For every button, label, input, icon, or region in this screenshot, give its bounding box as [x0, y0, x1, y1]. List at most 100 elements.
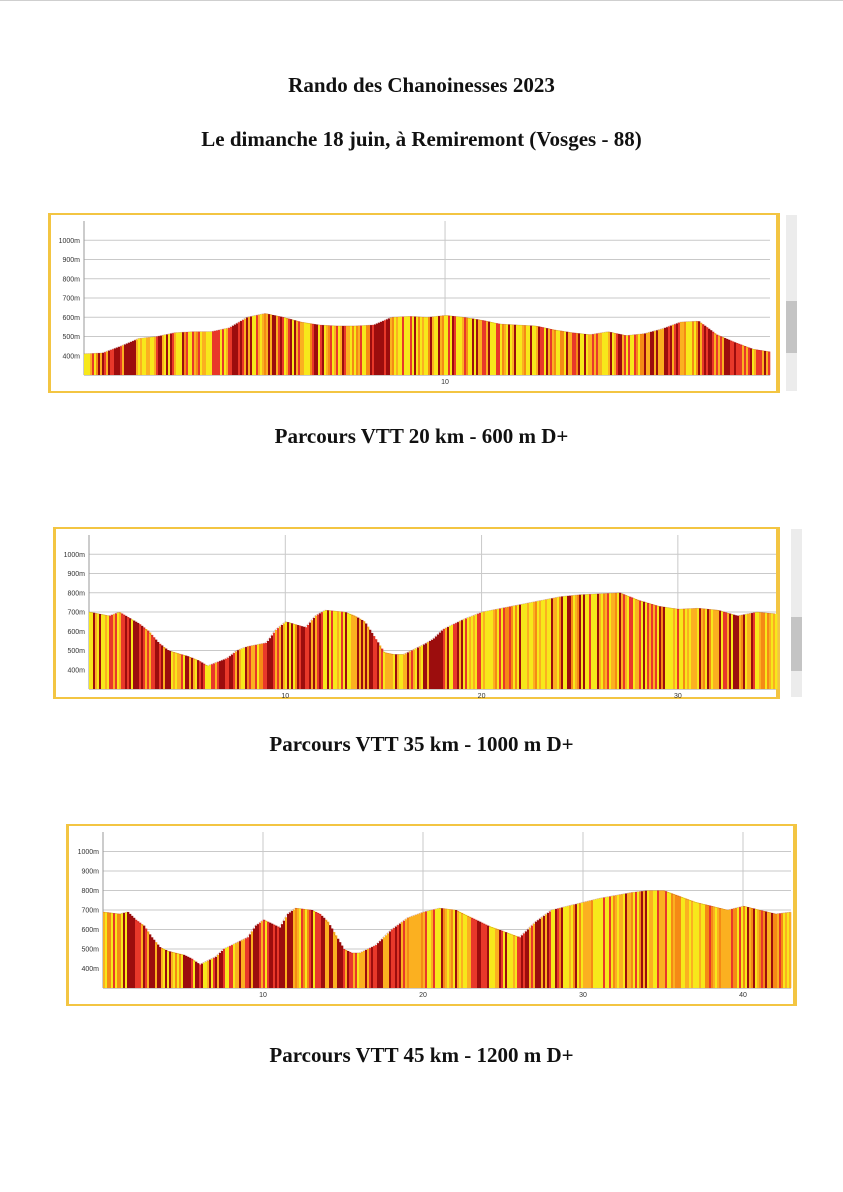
elevation-bar: [554, 329, 557, 375]
elevation-chart-20km: 400m 500m 600m 700m 800m 900m 1000m 10: [48, 213, 780, 393]
elevation-bar: [323, 917, 326, 988]
chart-35km-scrollbar[interactable]: [791, 529, 802, 697]
elevation-bar: [297, 908, 300, 988]
elevation-bar: [443, 628, 446, 689]
elevation-bar: [261, 921, 264, 988]
elevation-bar: [636, 334, 639, 375]
elevation-bar: [212, 331, 215, 375]
elevation-bar: [270, 314, 273, 375]
chart-20km-scrollbar[interactable]: [786, 215, 797, 391]
elevation-bar: [527, 603, 530, 689]
elevation-bar: [341, 611, 344, 689]
elevation-bar: [481, 612, 484, 689]
elevation-bar: [143, 627, 146, 689]
elevation-bar: [523, 933, 526, 988]
elevation-bar: [397, 654, 400, 689]
elevation-bar: [218, 330, 221, 375]
elevation-bar: [161, 948, 164, 988]
elevation-bar: [444, 315, 447, 375]
elevation-bar: [285, 917, 288, 988]
elevation-bar: [618, 333, 621, 375]
elevation-bar: [459, 911, 462, 988]
elevation-bar: [731, 909, 734, 988]
elevation-bar: [393, 928, 396, 988]
elevation-bar: [281, 924, 284, 988]
elevation-bar: [117, 612, 120, 689]
elevation-bar: [452, 316, 455, 375]
elevation-bar: [391, 653, 394, 689]
elevation-bar: [598, 333, 601, 375]
elevation-bar: [297, 625, 300, 689]
elevation-bar: [723, 611, 726, 689]
elevation-bar: [401, 922, 404, 988]
elevation-bar: [363, 950, 366, 988]
elevation-bar: [555, 597, 558, 689]
elevation-bar: [497, 929, 500, 988]
elevation-bar: [403, 920, 406, 988]
elevation-bar: [375, 639, 378, 689]
chart-35km-scrollbar-thumb[interactable]: [791, 617, 802, 671]
elevation-bar: [677, 895, 680, 988]
elevation-bar: [368, 325, 371, 375]
elevation-bar: [447, 627, 450, 689]
elevation-bar: [760, 350, 763, 375]
elevation-bar: [261, 643, 264, 689]
elevation-bar: [187, 956, 190, 988]
elevation-bar: [197, 660, 200, 689]
elevation-bar: [686, 321, 689, 375]
elevation-bar: [747, 613, 750, 689]
elevation-bar: [214, 330, 217, 375]
elevation-bar: [545, 599, 548, 689]
elevation-bar: [733, 908, 736, 988]
elevation-bar: [767, 911, 770, 988]
elevation-bar: [700, 322, 703, 375]
elevation-bar: [319, 913, 322, 988]
chart-20km-scrollbar-thumb[interactable]: [786, 301, 797, 353]
elevation-bar: [381, 648, 384, 689]
elevation-bar: [697, 902, 700, 988]
elevation-bar: [501, 608, 504, 689]
elevation-bar: [469, 616, 472, 689]
elevation-bar: [602, 332, 605, 375]
elevation-bar: [394, 317, 397, 375]
elevation-bar: [359, 618, 362, 689]
elevation-bar: [332, 325, 335, 375]
elevation-bar: [308, 323, 311, 375]
elevation-bar: [506, 324, 509, 375]
elevation-bar: [255, 644, 258, 689]
elevation-bar: [590, 334, 593, 375]
elevation-bar: [275, 629, 278, 689]
elevation-bar: [527, 929, 530, 988]
elevation-bar: [305, 627, 308, 689]
elevation-bar: [450, 315, 453, 375]
elevation-bar: [198, 331, 201, 375]
elevation-bar: [147, 630, 150, 689]
elevation-bar: [514, 324, 517, 375]
y-tick-label: 600m: [81, 927, 99, 934]
elevation-bar: [203, 962, 206, 988]
elevation-bar: [771, 912, 774, 988]
elevation-bar: [279, 927, 282, 988]
elevation-bar: [516, 324, 519, 375]
elevation-bar: [315, 911, 318, 988]
elevation-bar: [143, 925, 146, 988]
elevation-bar: [392, 317, 395, 375]
elevation-bar: [237, 942, 240, 988]
elevation-bar: [573, 904, 576, 988]
elevation-bar: [325, 610, 328, 689]
elevation-bar: [409, 917, 412, 988]
elevation-bar: [705, 904, 708, 988]
elevation-bar: [569, 595, 572, 689]
elevation-bar: [120, 346, 123, 375]
elevation-bar: [472, 318, 475, 375]
y-tick-label: 700m: [81, 908, 99, 915]
elevation-bar: [571, 595, 574, 689]
elevation-bar: [388, 318, 391, 375]
elevation-bar: [337, 611, 340, 689]
elevation-bar: [215, 662, 218, 689]
elevation-bar: [421, 645, 424, 689]
elevation-bar: [205, 664, 208, 689]
elevation-bar: [181, 954, 184, 988]
elevation-bar: [325, 919, 328, 988]
elevation-bar: [423, 644, 426, 689]
